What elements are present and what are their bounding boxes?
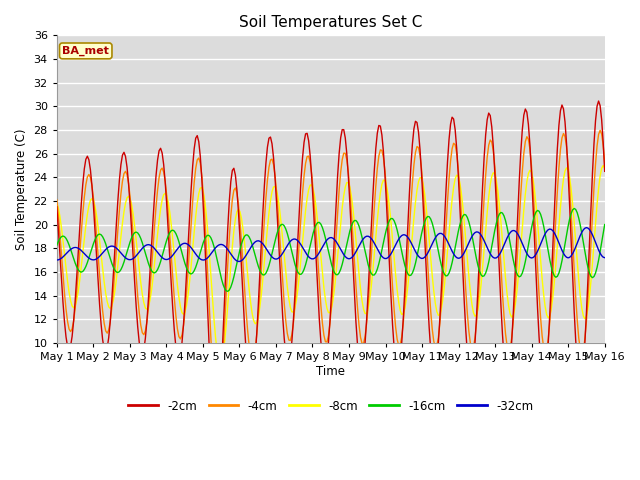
Title: Soil Temperatures Set C: Soil Temperatures Set C [239,15,422,30]
Text: BA_met: BA_met [62,46,109,56]
Y-axis label: Soil Temperature (C): Soil Temperature (C) [15,128,28,250]
X-axis label: Time: Time [316,365,345,378]
Legend: -2cm, -4cm, -8cm, -16cm, -32cm: -2cm, -4cm, -8cm, -16cm, -32cm [124,395,538,417]
